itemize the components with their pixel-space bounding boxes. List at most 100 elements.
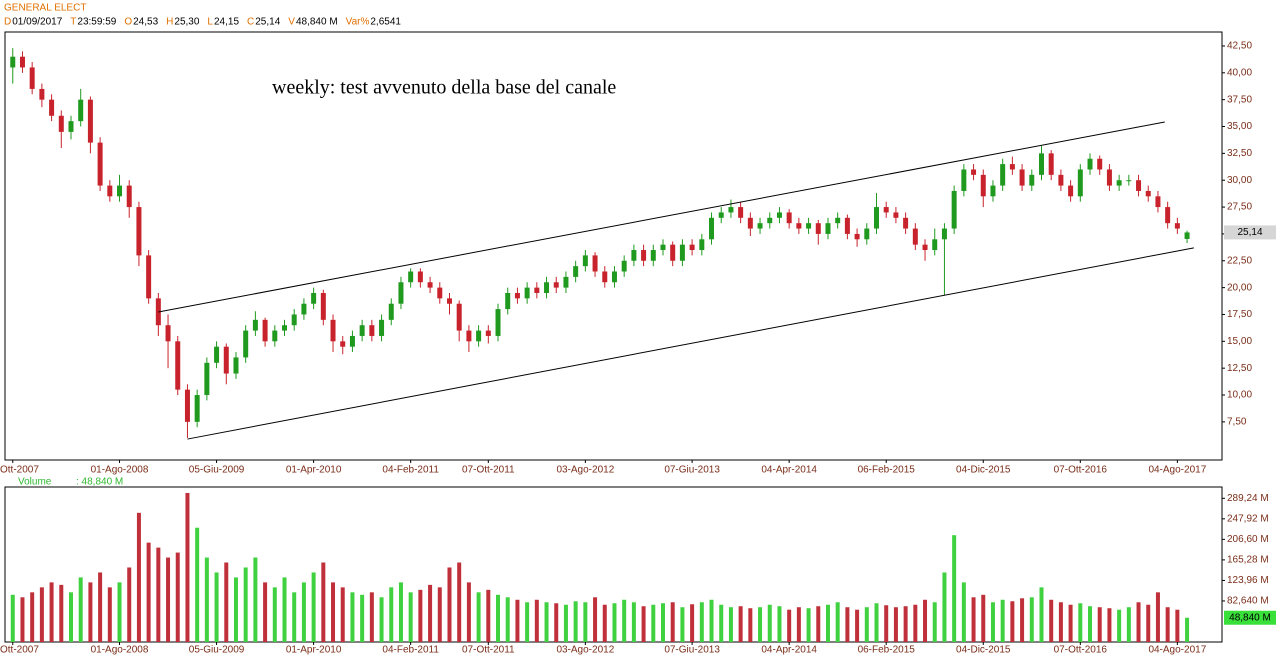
candle-body	[146, 255, 152, 299]
volume-label: Volume	[18, 477, 52, 488]
candle-body	[903, 217, 909, 229]
volume-bar	[10, 594, 15, 642]
volume-bar	[825, 604, 830, 642]
volume-bar	[1165, 607, 1170, 642]
candle-body	[349, 335, 355, 347]
volume-bar	[1185, 617, 1190, 642]
candle-body	[126, 185, 132, 208]
volume-bar	[272, 587, 277, 642]
y-tick-label: 165,28 M	[1227, 555, 1269, 566]
candle-body	[573, 266, 579, 277]
volume-bar	[903, 606, 908, 642]
y-tick-label: 289,24 M	[1227, 493, 1269, 504]
x-tick-label: 07-Ott-2016	[1054, 645, 1108, 656]
candle-body	[495, 309, 501, 336]
candle-body	[49, 99, 55, 116]
volume-bar	[30, 592, 35, 642]
volume-bar	[602, 604, 607, 642]
candle-body	[699, 239, 705, 251]
candle-body	[611, 271, 617, 283]
volume-bar	[457, 562, 462, 642]
volume-bar	[195, 527, 200, 642]
volume-bar	[1049, 599, 1054, 642]
volume-bar	[282, 577, 287, 642]
volume-bar	[583, 602, 588, 642]
volume-bar	[476, 592, 481, 642]
candle-body	[602, 271, 608, 283]
candle-body	[233, 357, 239, 374]
candle-body	[776, 212, 782, 218]
candle-body	[68, 121, 74, 132]
candle-body	[1019, 169, 1025, 186]
candle-body	[553, 282, 559, 288]
volume-bar	[612, 603, 617, 642]
volume-bar	[932, 602, 937, 642]
volume-bar	[1000, 599, 1005, 642]
candle-body	[631, 250, 637, 261]
x-tick-label: 07-Giu-2013	[664, 465, 720, 476]
volume-bar	[1136, 602, 1141, 642]
candle-body	[1126, 180, 1132, 182]
x-tick-label: 07-Ott-2016	[1054, 465, 1108, 476]
volume-bar	[990, 602, 995, 642]
x-tick-label: 04-Dic-2015	[956, 465, 1011, 476]
volume-bar	[505, 597, 510, 642]
x-tick-label: 07-Giu-2013	[664, 645, 720, 656]
candle-body	[1106, 169, 1112, 186]
candle-body	[97, 142, 103, 186]
candle-body	[175, 341, 181, 390]
x-tick-label: 04-Dic-2015	[956, 645, 1011, 656]
candle-body	[825, 223, 831, 234]
y-tick-label: 35,00	[1227, 121, 1252, 132]
volume-bar	[680, 607, 685, 642]
volume-bar	[719, 604, 724, 642]
volume-bar	[1020, 598, 1025, 642]
volume-bar	[233, 577, 238, 642]
field-value: 48,840 M	[296, 17, 338, 28]
candle-body	[107, 185, 113, 197]
price-panel	[4, 31, 1223, 461]
volume-bar	[389, 587, 394, 642]
candle-body	[786, 212, 792, 224]
candle-body	[272, 330, 278, 342]
candle-body	[1145, 190, 1151, 197]
volume-bar	[369, 592, 374, 642]
volume-bar	[563, 604, 568, 642]
y-tick-label: 10,00	[1227, 390, 1252, 401]
candle-body	[58, 115, 64, 132]
candle-body	[514, 292, 520, 299]
x-tick-label: 01-Ago-2008	[91, 465, 149, 476]
x-tick-label: 05-Giu-2009	[189, 465, 245, 476]
x-tick-label: 05-Giu-2009	[189, 645, 245, 656]
candle-body	[582, 255, 588, 267]
volume-bar	[175, 552, 180, 642]
candle-body	[738, 207, 744, 218]
candle-body	[912, 228, 918, 245]
candle-body	[408, 271, 414, 283]
candle-body	[796, 223, 802, 229]
field-value: 24,53	[133, 17, 158, 28]
field-key: C	[247, 17, 254, 28]
volume-bar	[214, 572, 219, 642]
x-tick-label: 04-Apr-2014	[761, 465, 817, 476]
candle-body	[728, 207, 734, 213]
volume-bar	[1010, 601, 1015, 642]
x-tick-label: 04-Apr-2014	[761, 645, 817, 656]
candle-body	[252, 319, 258, 331]
y-tick-label: 17,50	[1227, 309, 1252, 320]
candle-body	[214, 346, 220, 363]
candle-body	[660, 244, 666, 251]
volume-bar	[544, 602, 549, 642]
candle-body	[359, 325, 365, 336]
candle-body	[874, 207, 880, 229]
last-price-box	[1224, 225, 1276, 240]
field-value: 25,14	[255, 17, 280, 28]
volume-bar	[311, 572, 316, 642]
volume-bar	[796, 607, 801, 642]
volume-bar	[660, 603, 665, 642]
volume-bar	[263, 582, 268, 642]
candle-body	[747, 217, 753, 229]
field-key: O	[124, 17, 132, 28]
candle-body	[262, 319, 268, 342]
volume-bar	[49, 582, 54, 642]
